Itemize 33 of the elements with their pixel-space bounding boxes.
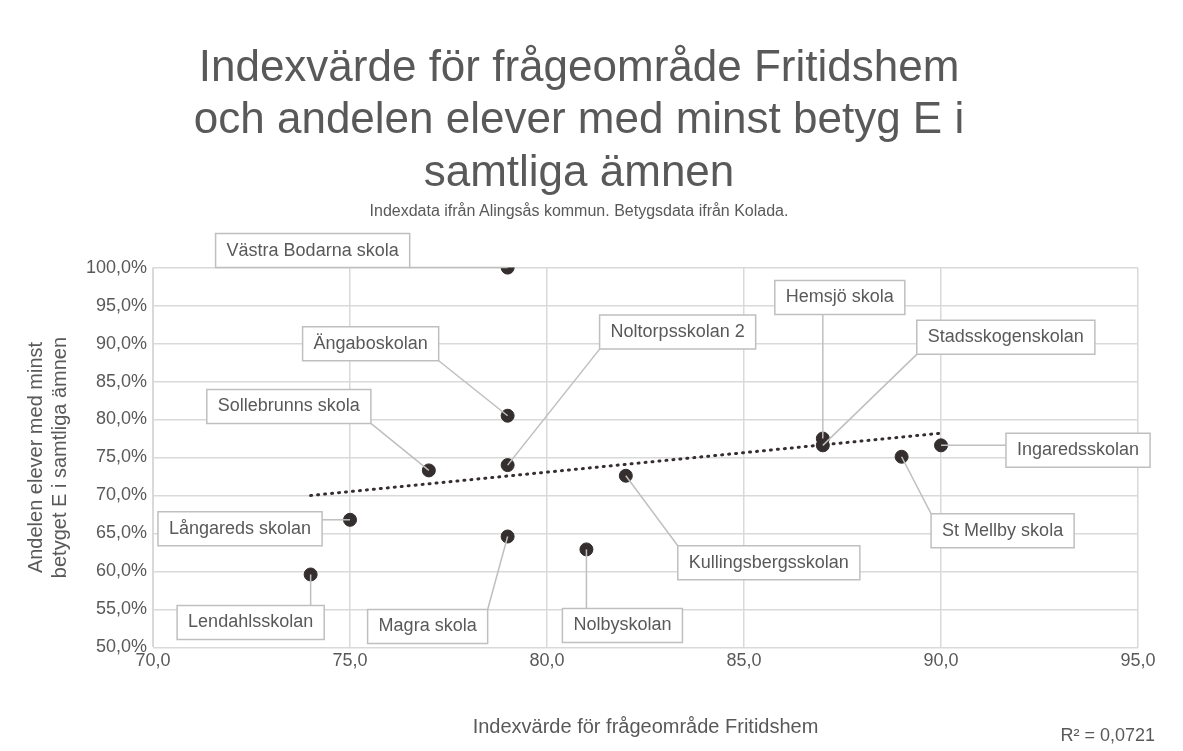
annotation: Stadsskogenskolan — [927, 326, 1084, 347]
annotation: Magra skola — [378, 615, 478, 636]
annotation: Västra Bodarna skola — [226, 239, 400, 260]
annotation: Ingaredsskolan — [1016, 439, 1140, 460]
y-tick-label: 95,0% — [96, 294, 148, 315]
chart-title: Indexvärde för frågeområde Fritidshem och andelen elever med minst betyg E i samtliga ämnen — [193, 40, 965, 196]
chart-subtitle: Indexdata ifrån Alingsås kommun. Betygsdata ifrån Kolada. — [369, 202, 789, 220]
y-tick-label: 55,0% — [96, 598, 148, 619]
y-tick-label: 90,0% — [96, 332, 148, 353]
annotation: Lendahlsskolan — [188, 611, 314, 632]
x-tick-label: 90,0 — [923, 650, 959, 671]
annotation: St Mellby skola — [942, 519, 1065, 540]
x-tick-label: 80,0 — [529, 650, 565, 671]
y-tick-label: 65,0% — [96, 522, 148, 543]
text: R² = 0,0721 — [1060, 724, 1155, 745]
y-tick-label: 100,0% — [85, 256, 148, 277]
x-axis-title: Indexvärde för frågeområde Fritidshem — [472, 714, 819, 737]
x-tick-label: 85,0 — [726, 650, 762, 671]
y-tick-label: 85,0% — [96, 370, 148, 391]
y-tick-label: 60,0% — [96, 560, 148, 581]
annotation: Långareds skolan — [168, 517, 312, 538]
annotation: Nolbyskolan — [573, 614, 672, 635]
y-tick-label: 80,0% — [96, 408, 148, 429]
annotation: Ängaboskolan — [313, 332, 428, 353]
annotation: Noltorpsskolan 2 — [610, 321, 745, 342]
x-tick-label: 95,0 — [1120, 650, 1156, 671]
annotation: Hemsjö skola — [785, 286, 895, 307]
y-tick-label: 75,0% — [96, 446, 148, 467]
annotation: Kullingsbergsskolan — [688, 551, 849, 572]
y-axis-title: Andelen elever med minst betyget E i samtliga ämnen — [23, 336, 70, 579]
x-tick-label: 75,0 — [332, 650, 368, 671]
y-tick-label: 70,0% — [96, 484, 148, 505]
annotation: Sollebrunns skola — [217, 395, 361, 416]
